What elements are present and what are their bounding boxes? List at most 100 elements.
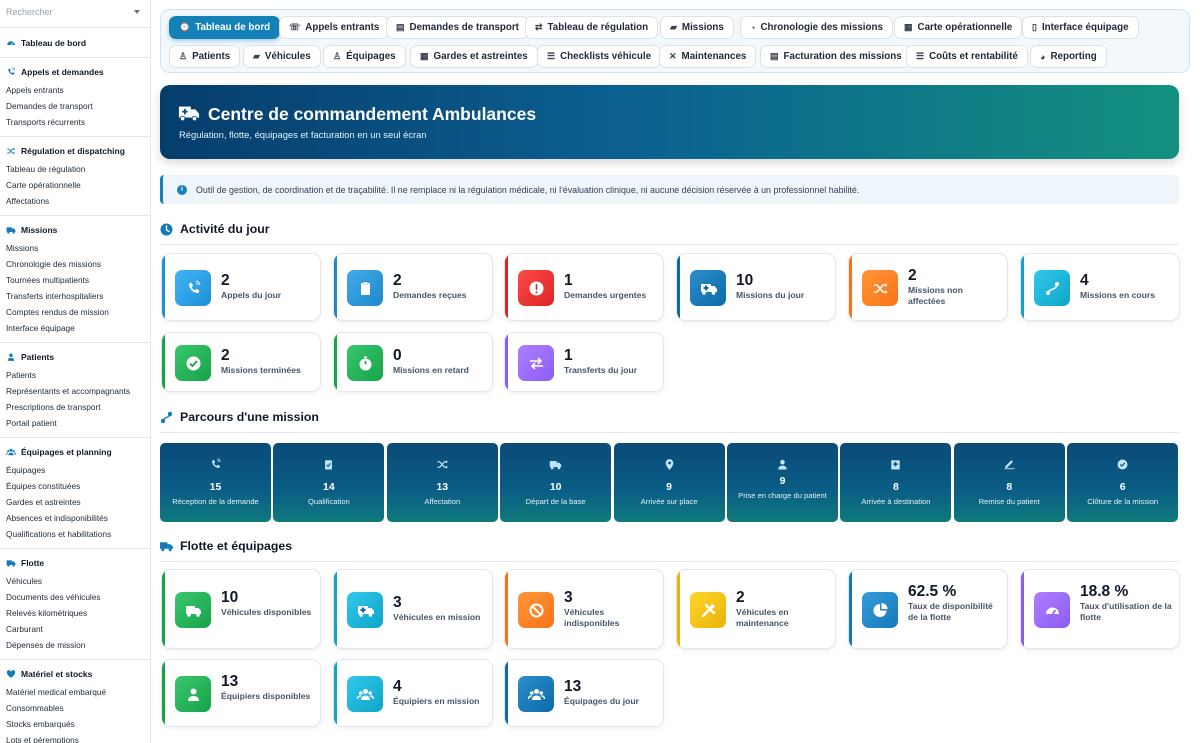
sidebar-item[interactable]: Documents des véhicules <box>6 592 101 602</box>
journey-step[interactable]: 6 Clôture de la mission <box>1067 443 1179 522</box>
journey-step[interactable]: 9 Arrivée sur place <box>613 443 725 522</box>
tab-14[interactable]: ▤ Facturation des missions <box>760 45 912 68</box>
journey-step[interactable]: 10 Départ de la base <box>500 443 612 522</box>
phone-icon <box>175 270 211 306</box>
sidebar-search[interactable]: Rechercher <box>6 4 144 20</box>
sidebar-item[interactable]: Relevés kilométriques <box>6 608 88 618</box>
tab-label: Interface équipage <box>1041 22 1129 33</box>
journey-step[interactable]: 8 Remise du patient <box>953 443 1065 522</box>
activity-stat-card[interactable]: 4 Missions en cours <box>1020 253 1180 321</box>
journey-step[interactable]: 15 Réception de la demande <box>160 443 271 522</box>
activity-stat-card[interactable]: 2 Missions non affectées <box>848 253 1008 321</box>
sidebar-group-header[interactable]: Missions <box>6 222 144 237</box>
tab-8[interactable]: ♙ Patients <box>169 45 241 68</box>
fleet-stat-card[interactable]: 3 Véhicules en mission <box>333 569 493 649</box>
tab-10[interactable]: ♙ Équipages <box>323 45 406 68</box>
tab-4[interactable]: ▰ Missions <box>660 16 734 39</box>
tab-12[interactable]: ☰ Checklists véhicule <box>537 45 662 68</box>
fleet-stat-card[interactable]: 3 Véhicules indisponibles <box>504 569 664 649</box>
sidebar-item[interactable]: Carburant <box>6 624 43 634</box>
stat-value: 2 <box>908 266 917 284</box>
sidebar-item[interactable]: Équipages <box>6 465 46 475</box>
activity-stat-card[interactable]: 1 Transferts du jour <box>504 332 664 392</box>
sidebar-item[interactable]: Consommables <box>6 703 64 713</box>
fleet-stat-card[interactable]: 62.5 % Taux de disponibilité de la flotte <box>848 569 1008 649</box>
sidebar-item[interactable]: Missions <box>6 243 39 253</box>
activity-stat-card[interactable]: 10 Missions du jour <box>676 253 836 321</box>
tab-label: Coûts et rentabilité <box>929 51 1018 62</box>
tab-6[interactable]: ▦ Carte opérationnelle <box>894 16 1023 39</box>
sidebar-item[interactable]: Équipes constituées <box>6 481 81 491</box>
tab-1[interactable]: ☏ Appels entrants <box>279 16 390 39</box>
journey-step[interactable]: 14 Qualification <box>273 443 385 522</box>
tab-label: Missions <box>681 22 724 33</box>
tab-icon: ♙ <box>179 51 188 61</box>
sidebar-group-header[interactable]: Régulation et dispatching <box>6 143 144 158</box>
tab-0[interactable]: ⌚ Tableau de bord <box>169 16 281 39</box>
fleet-stat-card[interactable]: 4 Équipiers en mission <box>333 659 493 727</box>
sidebar-item[interactable]: Dépenses de mission <box>6 640 86 650</box>
tab-icon: ▦ <box>420 51 429 61</box>
activity-stat-card[interactable]: 2 Appels du jour <box>161 253 321 321</box>
sidebar-item[interactable]: Véhicules <box>6 576 42 586</box>
sidebar-item[interactable]: Demandes de transport <box>6 101 93 111</box>
fleet-stat-card[interactable]: 13 Équipages du jour <box>504 659 664 727</box>
sidebar-group-header[interactable]: Matériel et stocks <box>6 666 144 681</box>
journey-step[interactable]: 9 Prise en charge du patient <box>727 443 838 522</box>
sidebar-item[interactable]: Matériel medical embarqué <box>6 687 107 697</box>
tab-2[interactable]: ▤ Demandes de transport <box>386 16 529 39</box>
stat-value: 18.8 % <box>1080 582 1129 600</box>
sidebar-item[interactable]: Absences et indisponibilités <box>6 513 108 523</box>
sidebar-item[interactable]: Gardes et astreintes <box>6 497 81 507</box>
sidebar-group-header[interactable]: Flotte <box>6 555 144 570</box>
sidebar-group-header[interactable]: Équipages et planning <box>6 444 144 459</box>
fleet-stat-card[interactable]: 13 Équipiers disponibles <box>161 659 321 727</box>
tab-9[interactable]: ▰ Véhicules <box>243 45 321 68</box>
sidebar-item[interactable]: Appels entrants <box>6 85 64 95</box>
tab-5[interactable]: ◔ Chronologie des missions <box>740 16 893 39</box>
sidebar-group-header[interactable]: Tableau de bord <box>6 35 144 50</box>
clipboard-icon <box>347 270 383 306</box>
tab-7[interactable]: ▯ Interface équipage <box>1022 16 1139 39</box>
tab-3[interactable]: ⇄ Tableau de régulation <box>525 16 659 39</box>
journey-step[interactable]: 13 Affectation <box>386 443 498 522</box>
tab-13[interactable]: ✕ Maintenances <box>659 45 757 68</box>
sidebar-item[interactable]: Représentants et accompagnants <box>6 386 131 396</box>
activity-stat-card[interactable]: 2 Demandes reçues <box>333 253 493 321</box>
activity-stat-card[interactable]: 2 Missions terminées <box>161 332 321 392</box>
user-icon <box>6 352 16 362</box>
chevron-down-icon[interactable] <box>134 10 140 14</box>
sidebar-item[interactable]: Tableau de régulation <box>6 164 86 174</box>
tab-11[interactable]: ▦ Gardes et astreintes <box>410 45 538 68</box>
fleet-title-text: Flotte et équipages <box>180 539 293 553</box>
sidebar-group-header[interactable]: Appels et demandes <box>6 64 144 79</box>
shuffle-icon <box>862 270 898 306</box>
sidebar-item[interactable]: Stocks embarqués <box>6 719 75 729</box>
stat-value: 3 <box>564 588 573 606</box>
sidebar-item[interactable]: Transports récurrents <box>6 117 85 127</box>
stat-value: 2 <box>221 347 230 365</box>
sidebar-group-header[interactable]: Patients <box>6 349 144 364</box>
sidebar-item[interactable]: Portail patient <box>6 418 57 428</box>
activity-stat-card[interactable]: 1 Demandes urgentes <box>504 253 664 321</box>
sidebar-item[interactable]: Chronologie des missions <box>6 259 102 269</box>
sidebar-item[interactable]: Prescriptions de transport <box>6 402 101 412</box>
sidebar-item[interactable]: Comptes rendus de mission <box>6 307 109 317</box>
fleet-stat-card[interactable]: 10 Véhicules disponibles <box>161 569 321 649</box>
sidebar-item[interactable]: Transferts interhospitaliers <box>6 291 104 301</box>
sidebar-item[interactable]: Interface équipage <box>6 323 75 333</box>
sidebar-item[interactable]: Carte opérationnelle <box>6 180 81 190</box>
sidebar-item[interactable]: Qualifications et habilitations <box>6 529 112 539</box>
sidebar-item[interactable]: Patients <box>6 370 36 380</box>
alert-icon <box>518 270 554 306</box>
journey-step[interactable]: 8 Arrivée à destination <box>840 443 952 522</box>
sidebar-item[interactable]: Lots et péremptions <box>6 735 79 743</box>
tab-16[interactable]: ◕ Reporting <box>1030 45 1107 68</box>
sidebar-item[interactable]: Tournées multipatients <box>6 275 90 285</box>
fleet-stat-card[interactable]: 2 Véhicules en maintenance <box>676 569 836 649</box>
step-count: 6 <box>1119 481 1126 493</box>
activity-stat-card[interactable]: 0 Missions en retard <box>333 332 493 392</box>
fleet-stat-card[interactable]: 18.8 % Taux d'utilisation de la flotte <box>1020 569 1180 649</box>
sidebar-item[interactable]: Affectations <box>6 196 50 206</box>
tab-15[interactable]: ☰ Coûts et rentabilité <box>906 45 1028 68</box>
